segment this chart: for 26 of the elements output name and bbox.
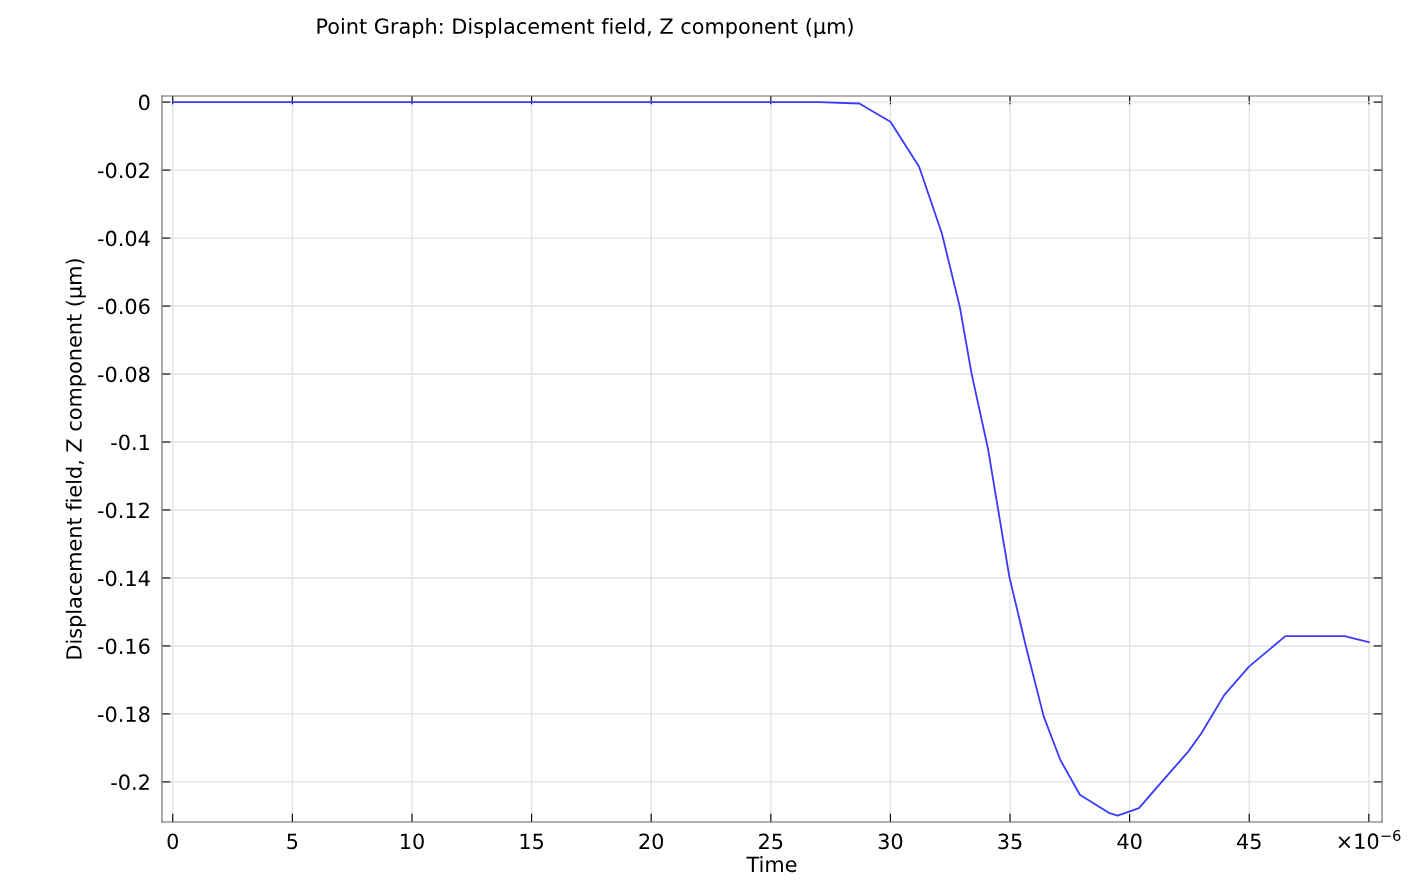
y-tick-label: -0.2 (111, 774, 149, 791)
y-tick-label: -0.14 (98, 570, 150, 587)
y-tick-label: -0.04 (98, 230, 150, 247)
y-tick-label: -0.06 (98, 298, 150, 315)
x-tick-label: 30 (878, 833, 903, 850)
y-tick-label: -0.02 (98, 162, 149, 179)
line-series (171, 101, 1370, 817)
x-tick-label: 15 (520, 833, 544, 850)
y-tick-label: -0.08 (98, 366, 150, 383)
y-tick-label: -0.18 (98, 706, 150, 723)
x-tick-label: ×10$^{−6}$ (1338, 829, 1401, 850)
x-tick-label: 40 (1117, 833, 1142, 850)
chart-title: Point Graph: Displacement field, Z component (µm) (317, 17, 853, 39)
y-axis-title: Displacement field, Z component (µm) (65, 259, 86, 659)
y-tick-label: -0.12 (98, 502, 149, 519)
y-tick-label: 0 (139, 94, 150, 111)
x-tick-label: 45 (1237, 833, 1261, 850)
x-tick-label: 0 (167, 833, 179, 850)
y-tick-label: -0.16 (98, 638, 150, 655)
x-tick-label: 10 (401, 833, 424, 850)
x-tick-label: 20 (639, 833, 664, 850)
x-tick-label: 35 (998, 833, 1022, 850)
x-axis-title: Time (746, 856, 797, 873)
x-tick-label: 5 (287, 833, 298, 850)
x-tick-label: 25 (759, 833, 783, 850)
y-tick-label: -0.1 (111, 434, 149, 451)
